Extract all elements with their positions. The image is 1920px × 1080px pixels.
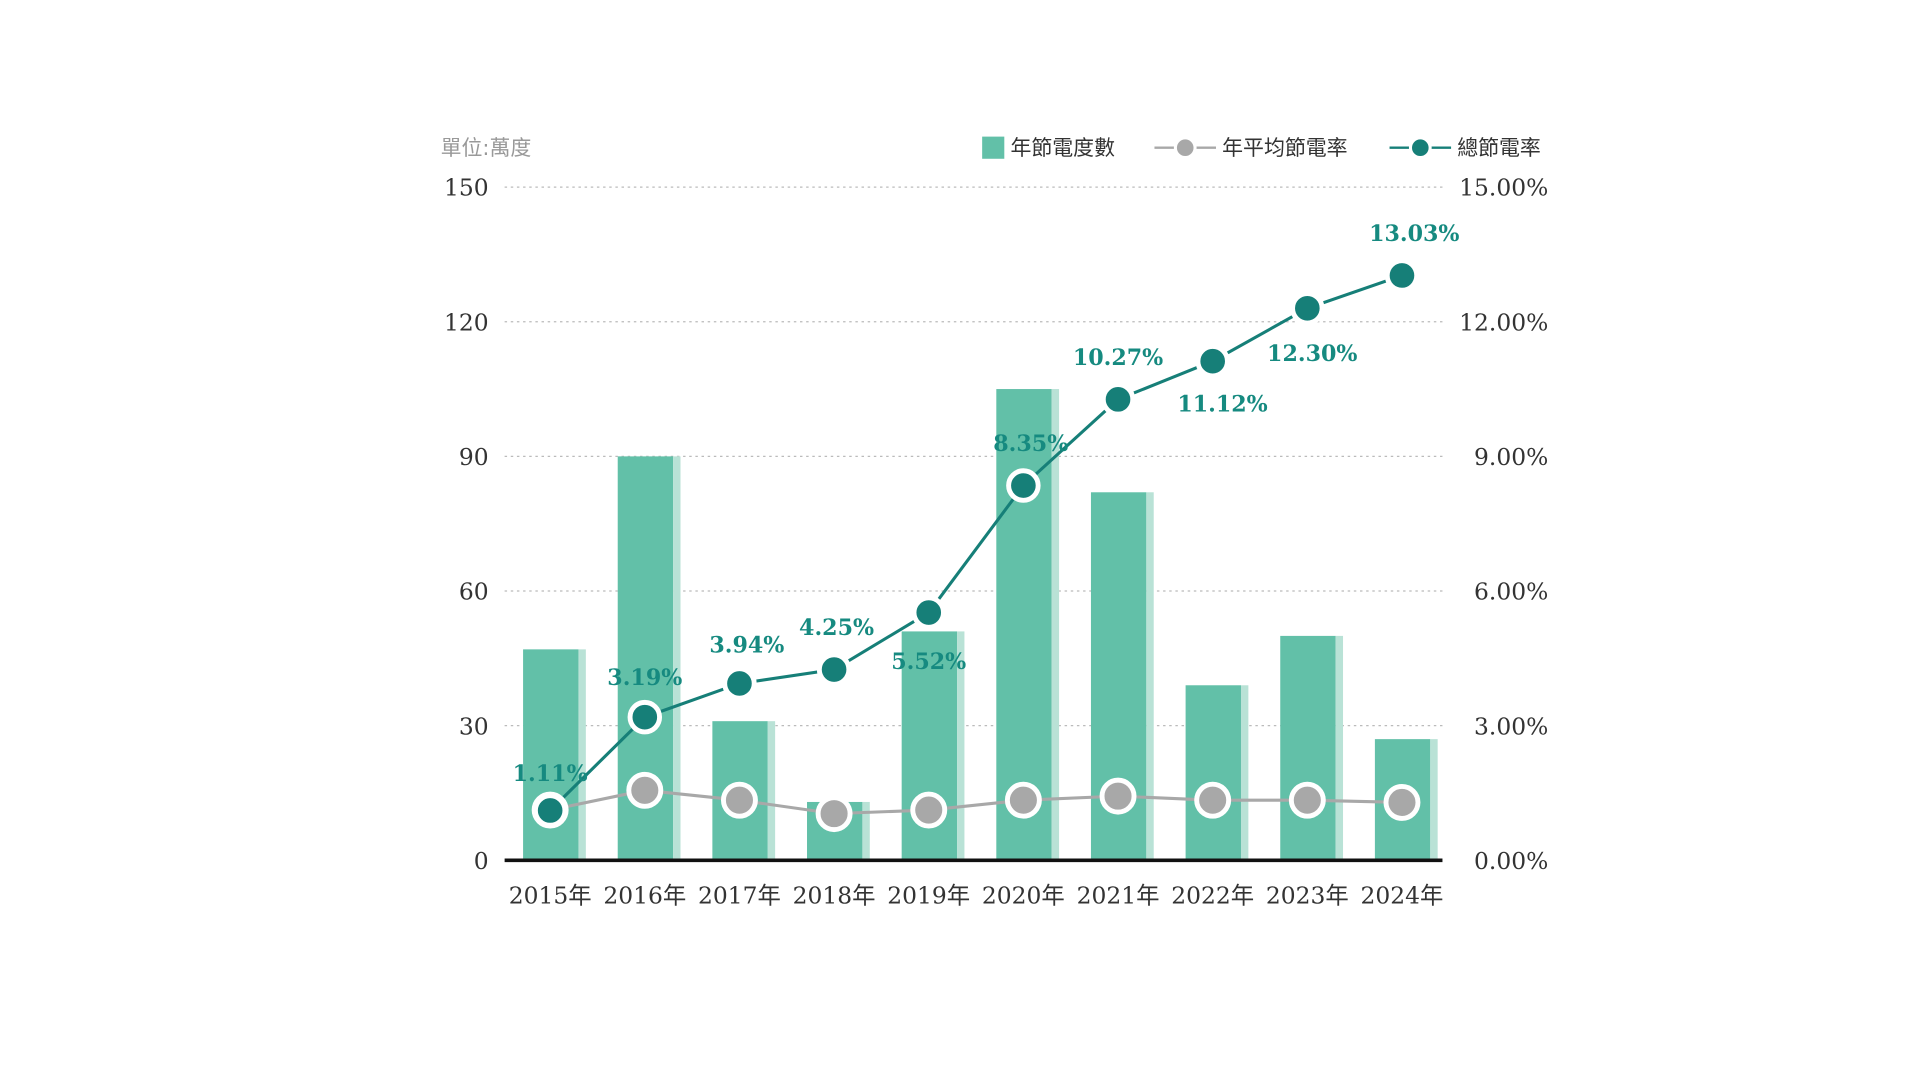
right-axis-tick: 0.00% (1474, 847, 1548, 875)
bar-shade (1335, 635, 1344, 861)
x-axis-tick: 2017年 (698, 881, 781, 909)
right-axis-tick: 15.00% (1459, 174, 1548, 202)
right-axis-tick: 9.00% (1474, 443, 1548, 471)
total-rate-point (1006, 468, 1041, 503)
data-label: 3.94% (709, 633, 784, 659)
left-axis-tick: 90 (459, 443, 489, 471)
x-axis-tick: 2021年 (1077, 881, 1160, 909)
avg-rate-point (1383, 783, 1421, 821)
x-axis-tick: 2015年 (509, 881, 592, 909)
bar-shade (767, 721, 776, 861)
bar (1280, 635, 1336, 861)
data-label: 1.11% (513, 761, 588, 787)
total-rate-point (1100, 382, 1136, 417)
x-axis-tick: 2024年 (1361, 881, 1444, 909)
unit-label: 單位:萬度 (441, 136, 532, 160)
bar-shade (1240, 685, 1249, 861)
data-label: 12.30% (1267, 341, 1357, 367)
total-rate-point (1290, 291, 1325, 326)
x-axis-tick: 2022年 (1171, 881, 1254, 909)
total-rate-point (816, 652, 852, 687)
bar (1185, 685, 1241, 861)
left-axis-tick: 150 (444, 174, 489, 202)
data-label: 5.52% (891, 649, 966, 675)
x-axis-tick: 2023年 (1266, 881, 1349, 909)
data-label: 11.12% (1177, 392, 1267, 418)
avg-rate-point (1288, 781, 1326, 819)
legend-marker-total (1408, 136, 1432, 160)
data-label: 10.27% (1073, 345, 1163, 371)
x-axis-tick: 2016年 (603, 881, 686, 909)
avg-rate-point (910, 791, 948, 829)
avg-rate-point (1099, 777, 1137, 815)
total-rate-point (1384, 258, 1420, 293)
legend-label-total: 總節電率 (1457, 136, 1541, 160)
bar (523, 649, 579, 861)
left-axis-tick: 30 (459, 712, 489, 740)
legend-swatch-bar (982, 136, 1005, 159)
total-rate-line (549, 274, 1403, 812)
bar-shade (578, 649, 586, 861)
total-rate-point (911, 595, 946, 630)
left-axis-tick: 120 (444, 308, 489, 336)
right-axis-tick: 3.00% (1474, 712, 1548, 740)
data-label: 8.35% (993, 431, 1068, 457)
x-axis-tick: 2018年 (793, 881, 876, 909)
x-axis-tick: 2019年 (887, 881, 970, 909)
total-rate-point (532, 793, 568, 828)
left-axis-tick: 0 (474, 847, 489, 875)
avg-rate-point (1194, 781, 1232, 819)
data-label: 3.19% (607, 665, 682, 691)
data-label: 13.03% (1369, 221, 1459, 247)
legend: 年節電度數 年平均節電率 總節電率 (982, 136, 1541, 160)
bar-shade (1430, 739, 1438, 861)
bar-shade (1051, 389, 1060, 861)
avg-rate-point (1004, 781, 1042, 819)
avg-rate-point (626, 771, 664, 809)
legend-label-bar: 年節電度數 (1010, 136, 1115, 160)
left-axis-tick: 60 (459, 578, 489, 606)
total-rate-point (1195, 343, 1230, 379)
right-axis-tick: 6.00% (1474, 578, 1548, 606)
bar-shade (957, 631, 965, 861)
avg-rate-line (549, 788, 1403, 816)
bar-shade (862, 801, 870, 861)
total-rate-point (722, 666, 757, 701)
right-axis-tick: 12.00% (1459, 308, 1548, 336)
x-axis-tick: 2020年 (982, 881, 1065, 909)
data-label: 4.25% (799, 615, 874, 641)
legend-label-avg: 年平均節電率 (1222, 136, 1347, 160)
avg-rate-point (720, 781, 758, 819)
avg-rate-point (815, 795, 853, 833)
total-rate-point (627, 699, 663, 735)
legend-marker-avg (1173, 136, 1197, 160)
bar-shade (1146, 492, 1154, 861)
bar-shade (673, 456, 681, 861)
